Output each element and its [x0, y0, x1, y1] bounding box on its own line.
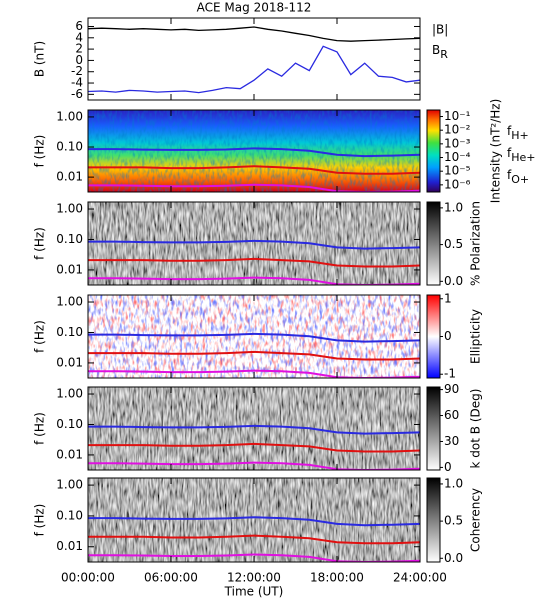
colorbar-tick-label: 1.0	[444, 476, 463, 490]
colorbar	[426, 294, 441, 379]
y-tick-label: 4	[75, 30, 83, 44]
y-axis-label: f (Hz)	[33, 412, 47, 445]
colorbar-tick-label: 10⁻³	[444, 136, 471, 150]
frequency-line	[88, 369, 420, 378]
colorbar-tick-label: 0.5	[444, 514, 463, 528]
y-axis-label: f (Hz)	[33, 504, 47, 537]
colorbar	[426, 109, 441, 193]
x-tick-label: 12:00:00	[227, 571, 281, 585]
frequency-line	[88, 553, 420, 562]
data-line	[88, 45, 420, 94]
y-tick-label: -2	[71, 64, 83, 78]
frequency-line	[88, 461, 420, 470]
colorbar-tick-label: 0.5	[444, 237, 463, 251]
y-axis-label: f (Hz)	[33, 227, 47, 260]
colorbar-tick-label: 10⁻²	[444, 123, 471, 137]
y-tick-label: -4	[71, 76, 83, 90]
colorbar-tick-label: 0	[444, 460, 452, 474]
x-axis-label: Time (UT)	[224, 585, 284, 599]
legend-entry: fH+	[507, 124, 529, 143]
y-tick-label: 0.01	[56, 170, 83, 184]
y-axis-label: f (Hz)	[33, 320, 47, 353]
y-tick-label: 6	[75, 19, 83, 33]
plot-area	[88, 202, 420, 285]
colorbar	[426, 477, 441, 563]
frequency-line	[88, 332, 420, 343]
spectrogram	[88, 202, 420, 285]
frequency-line	[88, 239, 420, 250]
plot-area	[88, 478, 420, 562]
x-tick-label: 24:00:00	[393, 571, 447, 585]
legend-entry: fO+	[507, 168, 529, 187]
colorbar-label: Coherency	[469, 488, 483, 552]
colorbar-tick-label: 0.0	[444, 551, 463, 565]
y-tick-label: 0.10	[56, 417, 83, 431]
frequency-line	[88, 165, 420, 175]
y-tick-label: 0.01	[56, 355, 83, 369]
plot-frame	[87, 17, 421, 101]
plot-area	[88, 387, 420, 470]
colorbar-tick-label: 30	[444, 434, 459, 448]
colorbar-label: % Polarization	[469, 201, 483, 286]
plot-area	[88, 110, 420, 192]
colorbar-tick-label: 10⁻⁴	[444, 150, 471, 164]
x-tick-label: 18:00:00	[310, 571, 364, 585]
y-axis-label: f (Hz)	[33, 135, 47, 168]
y-tick-label: 0.10	[56, 325, 83, 339]
colorbar-tick-label: 10⁻¹	[444, 109, 471, 123]
colorbar-tick-label: 10⁻⁶	[444, 177, 471, 191]
x-tick-label: 06:00:00	[144, 571, 198, 585]
frequency-line	[88, 257, 420, 268]
y-tick-label: 1.00	[56, 478, 83, 492]
colorbar-label: k dot B (Deg)	[469, 389, 483, 469]
plot-area	[88, 26, 420, 94]
x-tick-label: 00:00:00	[61, 571, 115, 585]
y-tick-label: -6	[71, 87, 83, 101]
data-line	[88, 26, 420, 42]
spectrogram-noise	[88, 110, 420, 192]
y-tick-label: 0.01	[56, 262, 83, 276]
chart-title: ACE Mag 2018-112	[197, 1, 312, 15]
frequency-line	[88, 516, 420, 527]
y-tick-label: 0.10	[56, 508, 83, 522]
y-tick-label: 0.01	[56, 539, 83, 553]
y-tick-label: 0	[75, 53, 83, 67]
y-tick-label: 0.10	[56, 232, 83, 246]
frequency-line	[88, 424, 420, 435]
colorbar-label: Ellipticity	[469, 309, 483, 364]
y-axis-label: B (nT)	[33, 41, 47, 77]
colorbar	[426, 201, 441, 286]
y-tick-label: 1.00	[56, 387, 83, 401]
colorbar	[426, 386, 441, 471]
frequency-line	[88, 442, 420, 453]
plot-area	[88, 295, 420, 378]
frequency-line	[88, 534, 420, 545]
colorbar-tick-label: 60	[444, 408, 459, 422]
y-tick-label: 0.10	[56, 140, 83, 154]
y-tick-label: 1.00	[56, 109, 83, 123]
y-tick-label: 2	[75, 42, 83, 56]
legend-entry: BR	[432, 43, 448, 62]
y-tick-label: 0.01	[56, 447, 83, 461]
colorbar-tick-label: 0.0	[444, 274, 463, 288]
colorbar-tick-label: 10⁻⁵	[444, 164, 471, 178]
frequency-line	[88, 183, 420, 192]
legend-entry: fHe+	[507, 146, 536, 165]
colorbar-tick-label: 0	[444, 329, 452, 343]
spectrogram	[88, 478, 420, 562]
legend-entry: |B|	[432, 23, 448, 37]
colorbar-tick-label: 1	[444, 291, 452, 305]
frequency-line	[88, 147, 420, 158]
spectrogram	[88, 387, 420, 470]
y-tick-label: 1.00	[56, 202, 83, 216]
colorbar-tick-label: 90	[444, 382, 459, 396]
colorbar-label: Intensity (nT²/Hz)	[489, 99, 503, 204]
y-tick-label: 1.00	[56, 295, 83, 309]
colorbar-tick-label: -1	[444, 367, 456, 381]
frequency-line	[88, 350, 420, 361]
colorbar-tick-label: 1.0	[444, 200, 463, 214]
frequency-line	[88, 276, 420, 285]
spectrogram-noise	[88, 295, 420, 378]
